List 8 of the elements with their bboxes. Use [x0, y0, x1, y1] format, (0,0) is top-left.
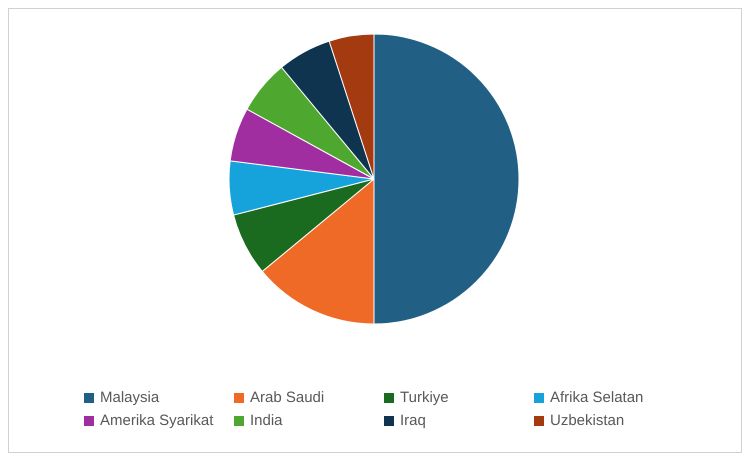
legend-label: Uzbekistan [550, 412, 624, 429]
legend-label: Arab Saudi [250, 389, 324, 406]
legend-label: Amerika Syarikat [100, 412, 214, 429]
legend-label: Iraq [400, 412, 426, 429]
legend-label: Afrika Selatan [550, 389, 644, 406]
legend-label: Malaysia [100, 389, 160, 406]
legend-label: India [250, 412, 283, 429]
legend-label: Turkiye [400, 389, 449, 406]
